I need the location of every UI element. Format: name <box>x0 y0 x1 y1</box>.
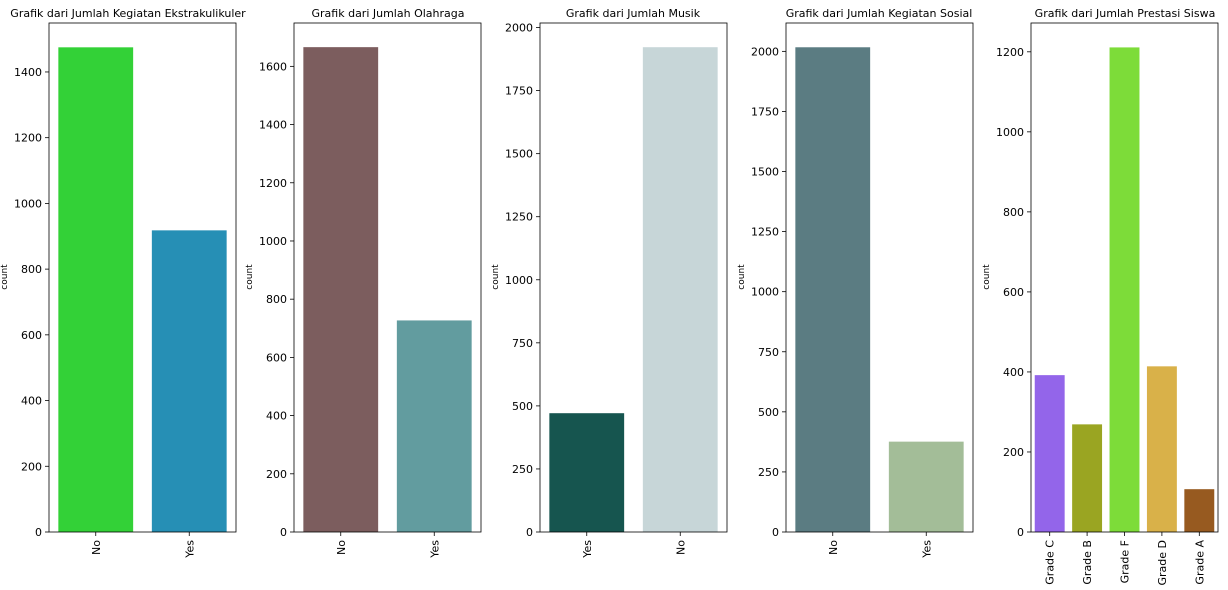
x-tick-label: Yes <box>581 540 594 559</box>
x-tick-label: Grade D <box>1156 540 1169 586</box>
x-tick-label: Yes <box>183 540 196 559</box>
y-tick-label: 1000 <box>996 126 1024 139</box>
y-tick-label: 0 <box>526 526 533 539</box>
plot-area: 0 250 500 750 1000 1250 1500 1750 2000 No Yes <box>751 22 974 559</box>
chart-panel-prestasi-siswa: Grafik dari Jumlah Prestasi Siswa count … <box>982 7 1219 586</box>
y-tick-label: 1200 <box>996 46 1024 59</box>
y-tick-label: 600 <box>266 351 287 364</box>
axes-frame <box>293 22 482 533</box>
y-tick-label: 1600 <box>259 60 287 73</box>
y-tick-label: 800 <box>21 263 42 276</box>
chart-panel-ekstrakulikuler: Grafik dari Jumlah Kegiatan Ekstrakuliku… <box>0 7 246 559</box>
bar <box>642 47 718 533</box>
bar <box>1109 47 1140 532</box>
y-tick-label: 2000 <box>505 22 533 35</box>
y-tick-label: 1250 <box>751 226 779 239</box>
bar <box>1184 489 1215 532</box>
y-axis-label: count <box>245 264 255 290</box>
y-tick-label: 1400 <box>14 66 42 79</box>
y-axis-label: count <box>491 264 501 290</box>
y-tick-label: 600 <box>1003 286 1024 299</box>
y-tick-label: 0 <box>280 526 287 539</box>
y-tick-label: 1000 <box>505 274 533 287</box>
y-tick-label: 0 <box>1017 526 1024 539</box>
chart-title: Grafik dari Jumlah Prestasi Siswa <box>1035 7 1216 20</box>
y-tick-label: 250 <box>512 463 533 476</box>
y-tick-label: 800 <box>1003 206 1024 219</box>
x-tick-label: Yes <box>920 540 933 559</box>
bar <box>549 413 625 532</box>
y-tick-label: 200 <box>266 468 287 481</box>
plot-area: 0 200 400 600 800 1000 1200 Grade C Grade B Grade… <box>996 22 1219 586</box>
chart-panel-olahraga: Grafik dari Jumlah Olahraga count 0 200 40… <box>245 7 482 559</box>
y-tick-label: 600 <box>21 329 42 342</box>
x-tick-label: No <box>827 540 840 555</box>
y-tick-label: 400 <box>1003 366 1024 379</box>
chart-panel-musik: Grafik dari Jumlah Musik count 0 250 500 75… <box>491 7 728 559</box>
y-axis-label: count <box>737 264 747 290</box>
bar <box>795 47 871 533</box>
y-tick-label: 1250 <box>505 211 533 224</box>
bar <box>1072 424 1103 532</box>
y-tick-label: 500 <box>758 406 779 419</box>
y-tick-label: 1500 <box>505 148 533 161</box>
y-tick-label: 0 <box>772 526 779 539</box>
axes-frame <box>539 22 728 533</box>
bar <box>303 47 379 533</box>
x-tick-label: No <box>335 540 348 555</box>
y-tick-label: 1200 <box>14 132 42 145</box>
plot-area: 0 250 500 750 1000 1250 1500 1750 2000 Yes No <box>505 22 728 559</box>
bar <box>58 47 134 532</box>
bar <box>396 320 472 532</box>
x-tick-label: Grade F <box>1119 540 1132 583</box>
y-tick-label: 500 <box>512 400 533 413</box>
chart-title: Grafik dari Jumlah Kegiatan Sosial <box>786 7 973 20</box>
bar <box>151 230 227 532</box>
y-axis-label: count <box>982 264 992 290</box>
y-tick-label: 1500 <box>751 166 779 179</box>
plot-area: 0 200 400 600 800 1000 1200 1400 No Yes <box>14 22 237 559</box>
plot-area: 0 200 400 600 800 1000 1200 1400 1600 No Yes <box>259 22 482 559</box>
chart-panel-kegiatan-sosial: Grafik dari Jumlah Kegiatan Sosial count… <box>737 7 974 559</box>
y-tick-label: 750 <box>512 337 533 350</box>
y-tick-label: 1000 <box>751 286 779 299</box>
y-tick-label: 1000 <box>259 235 287 248</box>
chart-title: Grafik dari Jumlah Musik <box>566 7 701 20</box>
y-tick-label: 400 <box>21 395 42 408</box>
x-tick-label: Grade B <box>1081 540 1094 585</box>
y-tick-label: 1000 <box>14 197 42 210</box>
y-tick-label: 200 <box>1003 446 1024 459</box>
y-tick-label: 1400 <box>259 119 287 132</box>
y-tick-label: 1750 <box>751 105 779 118</box>
bar <box>1034 375 1065 532</box>
x-tick-label: No <box>674 540 687 555</box>
bar <box>888 441 964 532</box>
y-tick-label: 1750 <box>505 85 533 98</box>
y-tick-label: 800 <box>266 293 287 306</box>
axes-frame <box>48 22 237 533</box>
y-tick-label: 0 <box>35 526 42 539</box>
y-tick-label: 2000 <box>751 45 779 58</box>
y-axis-label: count <box>0 264 10 290</box>
chart-title: Grafik dari Jumlah Kegiatan Ekstrakuliku… <box>10 7 246 20</box>
x-tick-label: No <box>90 540 103 555</box>
y-tick-label: 400 <box>266 410 287 423</box>
x-tick-label: Grade C <box>1044 540 1057 585</box>
x-tick-label: Grade A <box>1193 540 1206 585</box>
chart-title: Grafik dari Jumlah Olahraga <box>312 7 465 20</box>
x-tick-label: Yes <box>428 540 441 559</box>
y-tick-label: 200 <box>21 460 42 473</box>
y-tick-label: 1200 <box>259 177 287 190</box>
y-tick-label: 750 <box>758 346 779 359</box>
y-tick-label: 250 <box>758 466 779 479</box>
bar <box>1146 366 1177 532</box>
axes-frame <box>785 22 974 533</box>
